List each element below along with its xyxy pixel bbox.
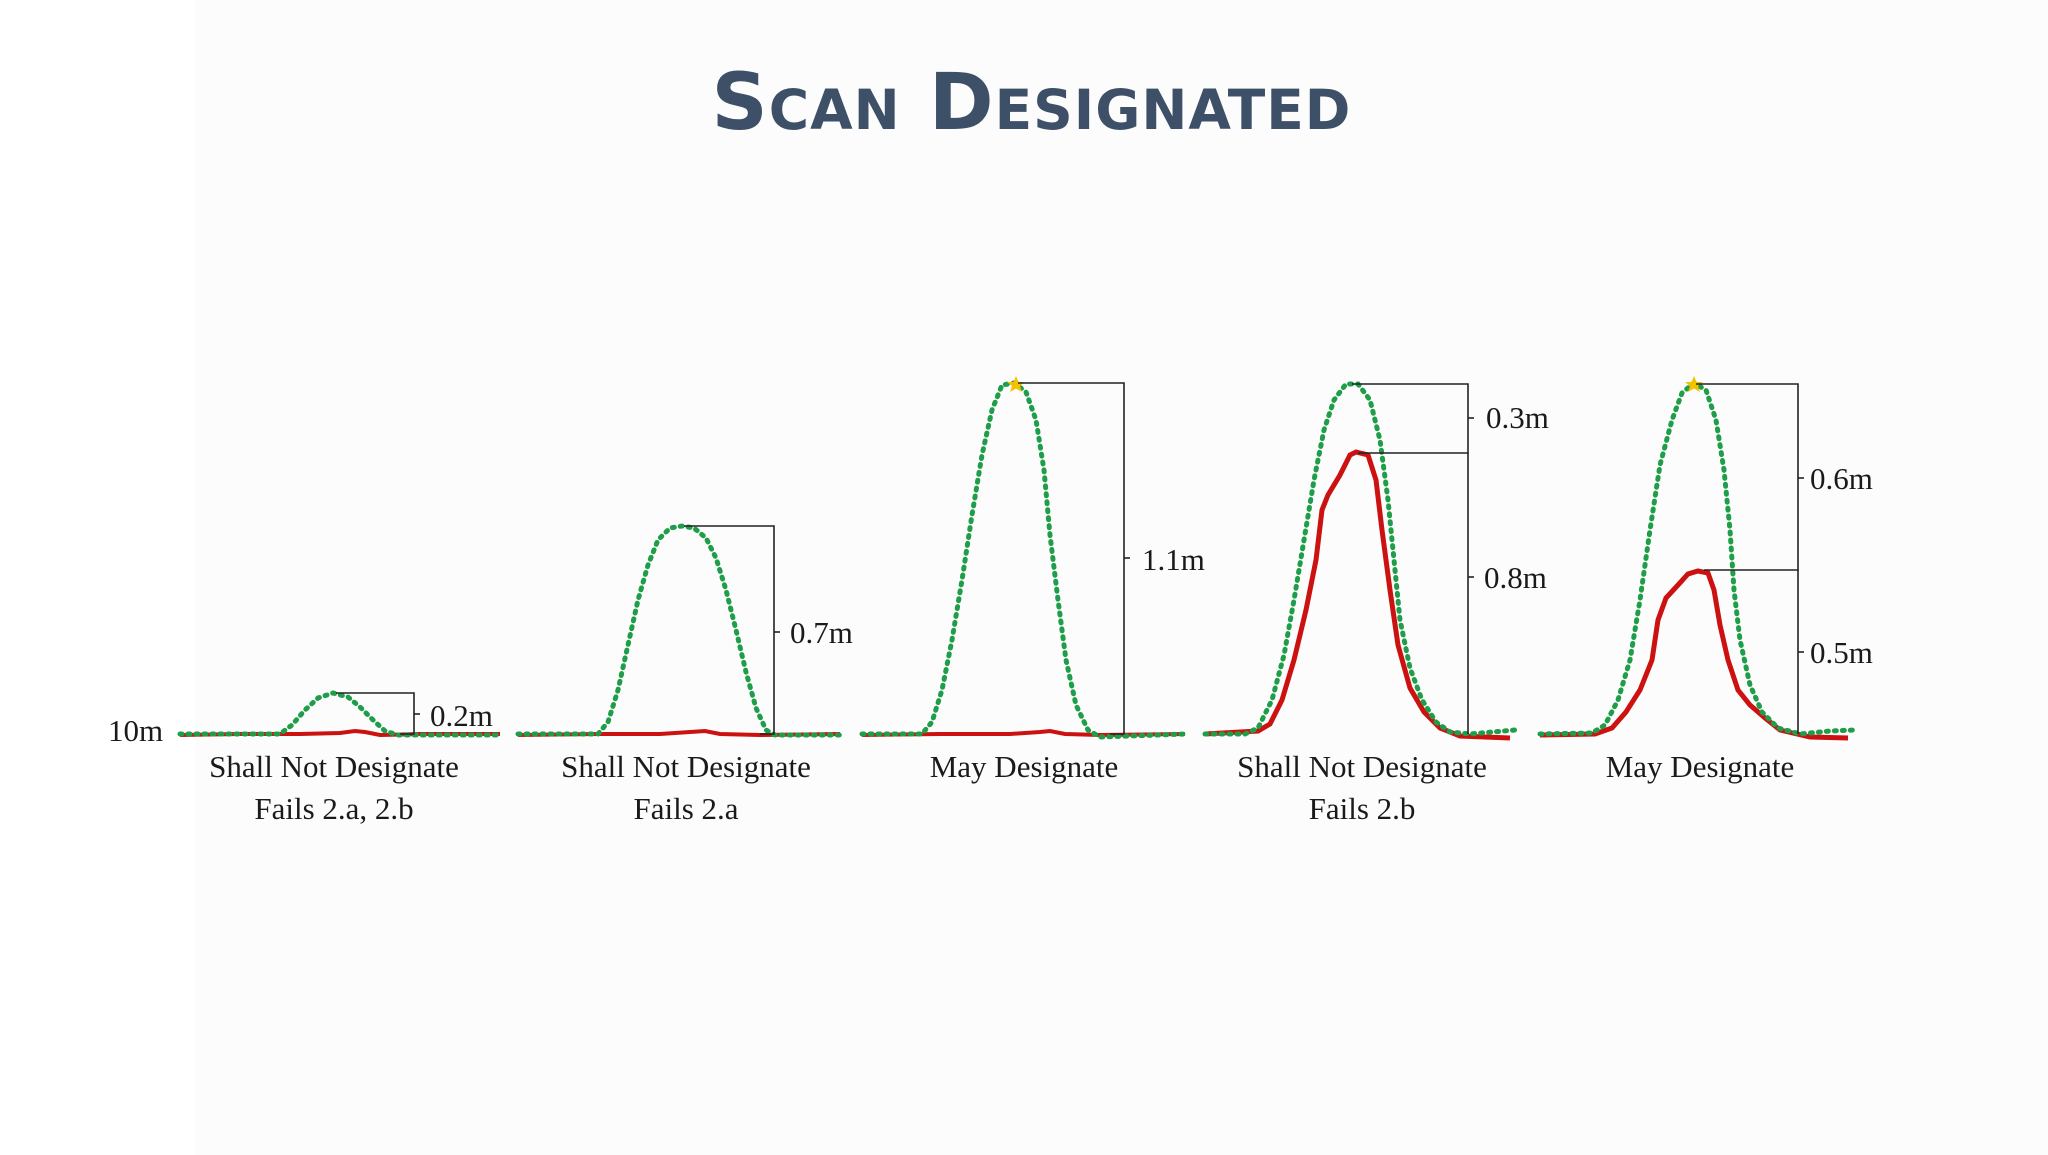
panel-1-scan-profile <box>177 690 503 738</box>
panel-4-caption-line1: Shall Not Designate <box>1237 749 1487 784</box>
panel-2-scan-profile <box>515 523 843 738</box>
panel-4: 0.3m 0.8m Shall Not Designate Fails 2.b <box>1202 381 1549 826</box>
panel-5-upper-bracket <box>1696 383 1799 571</box>
reference-height-label: 10m <box>108 713 163 748</box>
panel-2-ground-line <box>517 728 841 738</box>
slide-title: Scan Designated <box>711 58 1352 148</box>
panel-5-measurement-upper: 0.6m <box>1810 461 1873 496</box>
panel-3-scan-profile <box>859 380 1188 740</box>
panel-5-caption-line1: May Designate <box>1606 749 1795 784</box>
panel-5-scan-profile <box>1537 379 1858 737</box>
panel-4-caption-line2: Fails 2.b <box>1309 791 1416 826</box>
panel-4-measurement-lower: 0.8m <box>1484 560 1547 595</box>
panel-5-peak-marker <box>1685 376 1703 392</box>
panel-1-caption-line1: Shall Not Designate <box>209 749 459 784</box>
panel-2-caption-line1: Shall Not Designate <box>561 749 811 784</box>
slide-background <box>195 0 2048 1155</box>
panel-3: 1.1m May Designate <box>859 376 1205 784</box>
panel-2-measurement: 0.7m <box>790 615 853 650</box>
panel-3-measurement: 1.1m <box>1142 542 1205 577</box>
panel-4-measurement-upper: 0.3m <box>1486 400 1549 435</box>
panel-1-measurement: 0.2m <box>430 698 493 733</box>
panel-3-bracket <box>1018 382 1125 735</box>
panel-3-caption-line1: May Designate <box>930 749 1119 784</box>
panel-2-bracket <box>684 525 775 735</box>
panel-4-upper-bracket <box>1352 383 1469 454</box>
panel-4-ground-profile <box>1204 449 1511 741</box>
panel-3-peak-marker <box>1007 376 1025 392</box>
panel-2: 0.7m Shall Not Designate Fails 2.a <box>515 523 853 826</box>
panel-5-ground-profile <box>1539 568 1849 741</box>
panel-5-measurement-lower: 0.5m <box>1810 635 1873 670</box>
panel-1-caption-line2: Fails 2.a, 2.b <box>254 791 413 826</box>
panel-1: 0.2m Shall Not Designate Fails 2.a, 2.b <box>177 690 503 826</box>
panel-5: 0.6m 0.5m May Designate <box>1537 376 1873 784</box>
panel-2-caption-line2: Fails 2.a <box>633 791 738 826</box>
